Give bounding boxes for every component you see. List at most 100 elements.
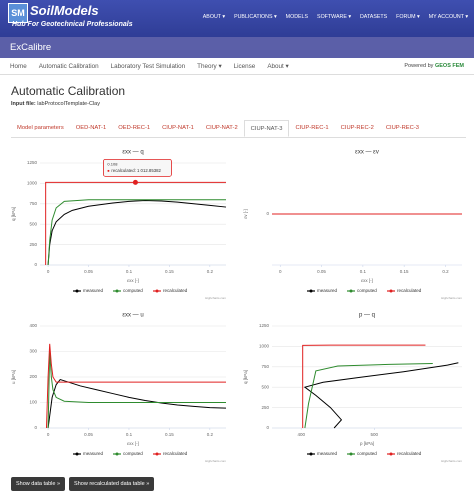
y-tick-label: 1000 xyxy=(259,344,270,349)
x-tick-label: 0 xyxy=(279,269,282,274)
legend-dot xyxy=(389,452,393,456)
menu-item[interactable]: FORUM ▾ xyxy=(396,14,420,20)
charts: εxx — qq [kPa]εxx [-]0250500750100012500… xyxy=(11,150,462,463)
legend-dot xyxy=(75,452,79,456)
y-axis-title: q [kPa] xyxy=(11,207,16,221)
app-nav: Home Automatic Calibration Laboratory Test… xyxy=(0,58,474,75)
legend-label: measured xyxy=(317,288,338,293)
tagline: Hub For Geotechnical Professionals xyxy=(12,21,133,28)
y-axis-title: εv [-] xyxy=(243,209,248,219)
hover-point xyxy=(132,179,138,185)
x-axis-title: εxx [-] xyxy=(127,441,139,446)
menu-item[interactable]: MODELS xyxy=(285,14,309,20)
legend-dot xyxy=(389,289,393,293)
y-tick-label: 100 xyxy=(29,400,37,405)
tab[interactable]: CIUP-REC-2 xyxy=(340,125,374,131)
tab[interactable]: CIUP-NAT-2 xyxy=(205,125,238,131)
y-tick-label: 0 xyxy=(34,262,37,267)
powered-text: Powered by xyxy=(404,63,434,69)
series-line xyxy=(45,181,226,265)
y-tick-label: 0 xyxy=(266,425,269,430)
credit: Highcharts.com xyxy=(205,459,226,463)
y-tick-label: 500 xyxy=(29,221,37,226)
credit: Highcharts.com xyxy=(441,459,462,463)
legend-label: measured xyxy=(83,288,104,293)
menu-item[interactable]: SOFTWARE ▾ xyxy=(317,14,351,20)
credit: Highcharts.com xyxy=(205,296,226,300)
nav-item[interactable]: Automatic Calibration xyxy=(38,63,99,70)
menu-item[interactable]: MY ACCOUNT ▾ xyxy=(428,14,468,20)
legend-label: recalculated xyxy=(163,451,188,456)
nav-item[interactable]: License xyxy=(233,63,256,70)
x-tick-label: 0.05 xyxy=(84,269,93,274)
chart-title: p — q xyxy=(359,313,375,319)
buttons: Show data table » Show recalculated data … xyxy=(11,477,155,491)
y-axis-title: u [kPa] xyxy=(11,370,16,384)
x-axis-title: p [kPa] xyxy=(360,441,374,446)
top-bar: SM SoilModels Hub For Geotechnical Profe… xyxy=(0,0,474,37)
app-title: ExCalibre xyxy=(0,37,474,58)
x-tick-label: 0.1 xyxy=(126,432,133,437)
legend-dot xyxy=(309,289,313,293)
nav-item[interactable]: Theory ▾ xyxy=(197,63,222,70)
nav-item[interactable]: Home xyxy=(10,63,27,70)
chart-title: εxx — u xyxy=(122,313,143,319)
powered-name[interactable]: GEOS FEM xyxy=(434,63,464,69)
x-tick-label: 400 xyxy=(297,432,305,437)
y-tick-label: 200 xyxy=(29,374,37,379)
series-line xyxy=(302,344,426,428)
series-line xyxy=(45,343,226,429)
y-tick-label: 1000 xyxy=(27,181,38,186)
legend-dot xyxy=(115,289,119,293)
y-tick-label: 250 xyxy=(261,405,269,410)
menu-item[interactable]: ABOUT ▾ xyxy=(202,14,226,20)
menu-item[interactable]: DATASETS xyxy=(359,14,388,20)
tab[interactable]: CIUP-REC-3 xyxy=(385,125,420,131)
y-tick-label: 300 xyxy=(29,349,37,354)
x-tick-label: 0.15 xyxy=(165,269,174,274)
legend-label: recalculated xyxy=(397,451,422,456)
x-tick-label: 0.15 xyxy=(165,432,174,437)
x-tick-label: 0.2 xyxy=(207,269,214,274)
input-label: Input file: xyxy=(11,101,36,107)
y-tick-label: 750 xyxy=(29,201,37,206)
x-tick-label: 0.15 xyxy=(400,269,409,274)
y-tick-label: 400 xyxy=(29,323,37,328)
tab[interactable]: CIUP-REC-1 xyxy=(295,125,329,131)
x-tick-label: 0.05 xyxy=(84,432,93,437)
tooltip-label: recalculated: 1 012.85382 xyxy=(111,168,161,173)
legend-label: recalculated xyxy=(163,288,188,293)
x-tick-label: 0.2 xyxy=(442,269,449,274)
series-line xyxy=(47,200,227,266)
logo[interactable]: SM xyxy=(8,3,28,23)
x-tick-label: 0 xyxy=(47,432,50,437)
legend-label: measured xyxy=(83,451,104,456)
y-tick-label: 250 xyxy=(29,242,37,247)
legend-label: computed xyxy=(123,451,143,456)
tab[interactable]: CIUP-NAT-1 xyxy=(162,125,194,131)
series-line xyxy=(303,362,459,429)
button[interactable]: Show data table » xyxy=(11,477,66,491)
tab[interactable]: CIUP-NAT-3 xyxy=(243,120,290,137)
tab[interactable]: OED-REC-1 xyxy=(118,125,151,131)
tab[interactable]: OED-NAT-1 xyxy=(75,125,107,131)
legend-dot xyxy=(309,452,313,456)
x-tick-label: 500 xyxy=(371,432,379,437)
credit: Highcharts.com xyxy=(441,296,462,300)
series-line xyxy=(47,199,226,266)
brand[interactable]: SoilModels xyxy=(30,3,99,18)
nav-item[interactable]: About ▾ xyxy=(267,63,289,70)
nav-item[interactable]: Laboratory Test Simulation xyxy=(110,63,186,70)
series-line xyxy=(47,378,227,429)
menu-item[interactable]: PUBLICATIONS ▾ xyxy=(234,14,277,20)
tab[interactable]: Model parameters xyxy=(17,125,64,131)
tooltip-bullet xyxy=(107,169,110,172)
x-tick-label: 0.05 xyxy=(317,269,326,274)
y-axis-title: q [kPa] xyxy=(243,370,248,384)
y-tick-label: 0 xyxy=(34,425,37,430)
button[interactable]: Show recalculated data table » xyxy=(69,477,155,491)
input-value: labProtocolTemplate-Clay xyxy=(37,101,100,107)
legend-dot xyxy=(75,289,79,293)
legend-label: recalculated xyxy=(397,288,422,293)
